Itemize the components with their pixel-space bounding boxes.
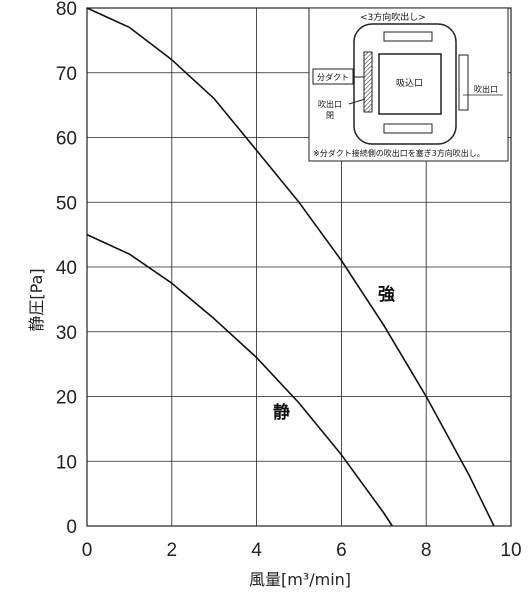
outlet-label: 吹出口 bbox=[474, 84, 498, 94]
outlet-left-closed bbox=[363, 51, 373, 113]
x-tick-label: 8 bbox=[421, 540, 432, 561]
plot-frame bbox=[86, 7, 512, 527]
y-tick-label: 60 bbox=[56, 129, 77, 150]
x-axis-title: 風量[m³/min] bbox=[249, 570, 351, 589]
intake-grille bbox=[378, 53, 442, 115]
x-tick-labels: 0 2 4 6 8 10 bbox=[82, 540, 522, 561]
y-tick-label: 10 bbox=[56, 452, 77, 473]
inset-note: ※分ダクト接続側の吹出口を塞ぎ3方向吹出し。 bbox=[313, 148, 485, 158]
unit-outline bbox=[353, 23, 457, 145]
closed-label-2: 閉 bbox=[326, 111, 334, 120]
y-tick-label: 30 bbox=[56, 323, 77, 344]
y-tick-label: 0 bbox=[66, 517, 77, 538]
y-tick-label: 40 bbox=[56, 258, 77, 279]
y-axis-title: 静圧[Pa] bbox=[27, 268, 46, 331]
label-quiet: 静 bbox=[273, 402, 290, 423]
label-strong: 強 bbox=[378, 284, 395, 305]
series-line-strong bbox=[86, 7, 495, 527]
closed-label-1: 吹出口 bbox=[318, 99, 342, 109]
x-tick-label: 10 bbox=[500, 540, 521, 561]
y-tick-label: 70 bbox=[56, 64, 77, 85]
x-tick-label: 6 bbox=[336, 540, 347, 561]
y-tick-label: 80 bbox=[56, 0, 77, 20]
x-tick-label: 0 bbox=[82, 540, 93, 561]
branch-duct-label: 分ダクト bbox=[317, 72, 349, 82]
y-tick-label: 50 bbox=[56, 193, 77, 214]
y-tick-label: 20 bbox=[56, 388, 77, 409]
series-line-quiet bbox=[86, 233, 393, 527]
outlet-bottom bbox=[383, 123, 433, 134]
outlet-right bbox=[458, 54, 469, 111]
outlet-top bbox=[383, 31, 433, 42]
inset-diagram: <3方向吹出し> 吸込口 分ダクト 吹出口 閉 吹出口 ※分ダクト接続側の吹出口… bbox=[308, 7, 509, 162]
closed-leader bbox=[348, 98, 366, 105]
y-tick-labels: 0 10 20 30 40 50 60 70 80 bbox=[56, 0, 77, 538]
x-tick-label: 4 bbox=[251, 540, 262, 561]
intake-label: 吸込口 bbox=[396, 78, 423, 89]
series-lines bbox=[86, 7, 495, 527]
inset-title: <3方向吹出し> bbox=[360, 11, 426, 23]
x-tick-label: 2 bbox=[167, 540, 178, 561]
